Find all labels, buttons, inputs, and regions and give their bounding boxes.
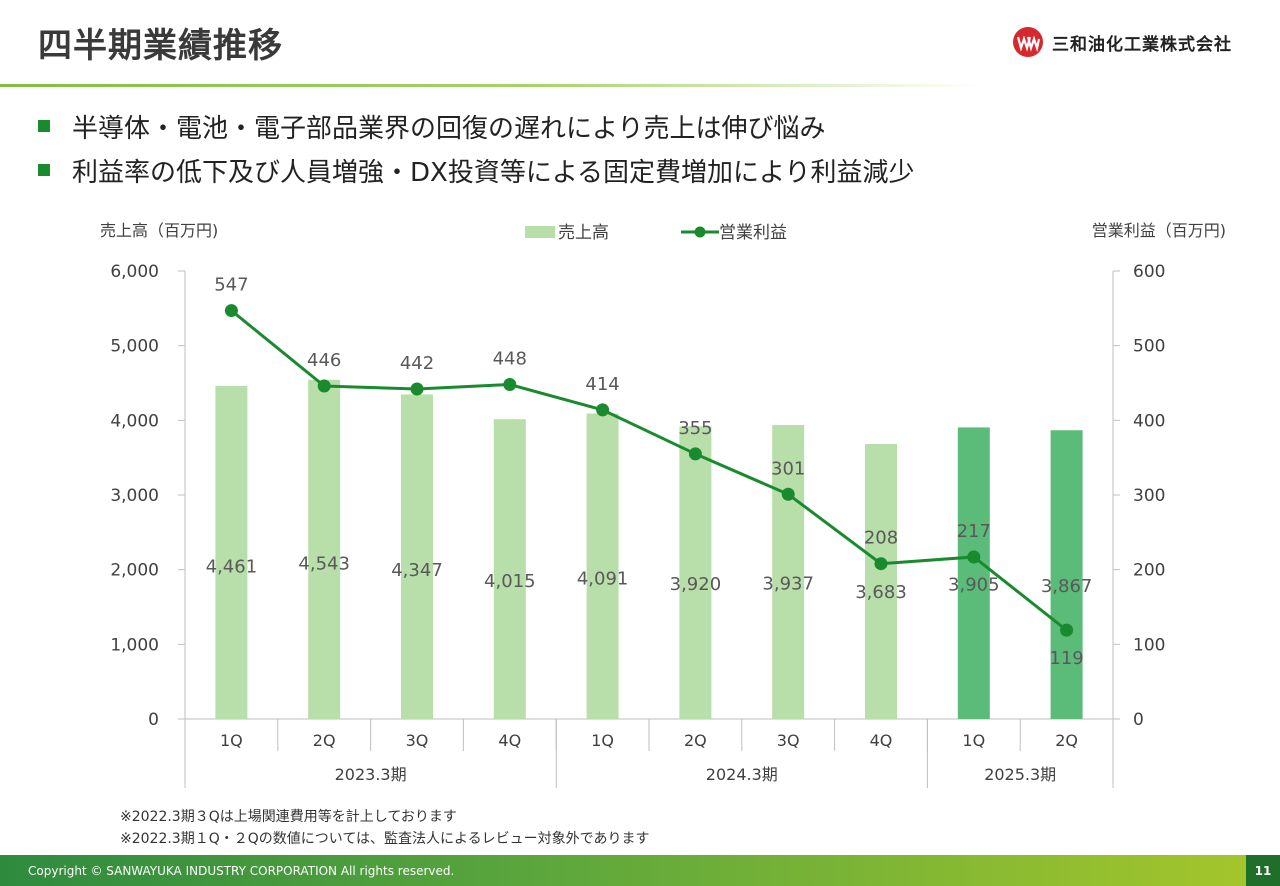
operating-profit-data-label: 208 (864, 528, 898, 549)
left-axis-title: 売上高（百万円) (100, 221, 218, 240)
sales-bar (401, 394, 433, 719)
x-category-label: 1Q (220, 731, 243, 750)
sales-data-label: 3,937 (762, 574, 814, 595)
operating-profit-point (1060, 623, 1074, 637)
x-category-label: 1Q (962, 731, 985, 750)
copyright-text: Copyright © SANWAYUKA INDUSTRY CORPORATI… (28, 864, 455, 878)
sales-data-label: 4,015 (484, 571, 536, 592)
bullet-list: 半導体・電池・電子部品業界の回復の遅れにより売上は伸び悩み 利益率の低下及び人員… (38, 104, 915, 192)
sales-data-label: 3,867 (1041, 576, 1093, 597)
operating-profit-data-label: 119 (1049, 648, 1083, 669)
operating-profit-data-label: 414 (585, 374, 619, 395)
operating-profit-point (688, 447, 702, 461)
bullet-square-icon (38, 164, 50, 176)
footnote-2: ※2022.3期１Q・２Qの数値については、監査法人によるレビュー対象外でありま… (120, 831, 650, 847)
sales-data-label: 3,920 (670, 574, 722, 595)
x-group-label: 2024.3期 (706, 765, 778, 784)
operating-profit-point (503, 377, 517, 391)
left-tick-label: 1,000 (110, 635, 159, 655)
x-group-label: 2025.3期 (984, 765, 1056, 784)
x-category-label: 3Q (777, 731, 800, 750)
x-group-label: 2023.3期 (335, 765, 407, 784)
right-tick-label: 0 (1133, 710, 1144, 730)
bullet-text: 半導体・電池・電子部品業界の回復の遅れにより売上は伸び悩み (72, 113, 826, 144)
left-tick-label: 0 (148, 710, 159, 730)
sales-data-label: 4,543 (298, 554, 350, 575)
operating-profit-point (317, 379, 331, 393)
right-tick-label: 200 (1133, 561, 1165, 581)
sales-bar (772, 425, 805, 719)
operating-profit-data-label: 547 (214, 275, 248, 296)
x-category-label: 2Q (313, 731, 336, 750)
right-tick-label: 600 (1133, 262, 1165, 282)
operating-profit-data-label: 442 (400, 353, 434, 374)
operating-profit-data-label: 446 (307, 350, 341, 371)
bullet-square-icon (38, 120, 50, 132)
x-category-label: 2Q (1055, 731, 1078, 750)
left-tick-label: 4,000 (110, 411, 159, 431)
operating-profit-data-label: 217 (957, 521, 991, 542)
sales-data-label: 3,905 (948, 575, 1000, 596)
sales-bar (493, 419, 526, 719)
sales-bar (586, 413, 619, 719)
left-tick-label: 6,000 (110, 262, 159, 282)
right-tick-label: 400 (1133, 411, 1165, 431)
operating-profit-point (967, 550, 981, 564)
page-number: 11 (1246, 855, 1280, 886)
right-axis-title: 営業利益（百万円) (1092, 221, 1226, 240)
right-tick-label: 100 (1133, 635, 1165, 655)
operating-profit-line (230, 309, 1068, 632)
sales-bar (215, 385, 248, 719)
legend-bar-swatch (525, 226, 555, 238)
operating-profit-data-label: 355 (678, 418, 712, 439)
sales-bar (957, 427, 990, 719)
left-tick-label: 2,000 (110, 561, 159, 581)
bullet-text: 利益率の低下及び人員増強・DX投資等による固定費増加により利益減少 (72, 157, 915, 188)
right-tick-label: 500 (1133, 337, 1165, 357)
sales-bar (1050, 430, 1083, 719)
title-divider (0, 84, 980, 87)
footnote-1: ※2022.3期３Qは上場関連費用等を計上しております (120, 809, 457, 825)
operating-profit-point (224, 304, 238, 318)
company-logo-icon (1013, 27, 1043, 57)
company-logo: 三和油化工業株式会社 (1012, 26, 1232, 58)
operating-profit-data-label: 448 (493, 348, 527, 369)
sales-data-label: 3,683 (855, 582, 907, 603)
x-category-label: 3Q (406, 731, 429, 750)
x-category-label: 4Q (498, 731, 521, 750)
sales-bar (308, 379, 341, 719)
x-category-label: 4Q (870, 731, 893, 750)
operating-profit-point (874, 557, 888, 571)
legend-label-sales: 売上高 (558, 223, 609, 243)
sales-data-label: 4,347 (391, 560, 443, 581)
operating-profit-point (596, 403, 610, 417)
x-category-label: 2Q (684, 731, 707, 750)
left-tick-label: 5,000 (110, 337, 159, 357)
bullet-item: 半導体・電池・電子部品業界の回復の遅れにより売上は伸び悩み (38, 104, 915, 148)
legend-line-marker (694, 226, 706, 238)
right-tick-label: 300 (1133, 486, 1165, 506)
quarterly-performance-chart: 0 1,000 2,000 3,000 4,000 5,000 6,000 0 100 200 30… (100, 221, 1226, 788)
bullet-item: 利益率の低下及び人員増強・DX投資等による固定費増加により利益減少 (38, 148, 915, 192)
legend-label-operating-profit: 営業利益 (719, 223, 787, 243)
x-category-label: 1Q (591, 731, 614, 750)
operating-profit-point (781, 487, 795, 501)
sales-bar (679, 426, 712, 719)
footer-bar: Copyright © SANWAYUKA INDUSTRY CORPORATI… (0, 855, 1280, 886)
sales-data-label: 4,461 (206, 556, 258, 577)
operating-profit-point (410, 382, 424, 396)
operating-profit-data-label: 301 (771, 458, 805, 479)
left-tick-label: 3,000 (110, 486, 159, 506)
sales-data-label: 4,091 (577, 569, 629, 590)
page-title: 四半期業績推移 (38, 26, 283, 66)
company-name: 三和油化工業株式会社 (1052, 34, 1232, 55)
sales-bar (865, 444, 897, 719)
